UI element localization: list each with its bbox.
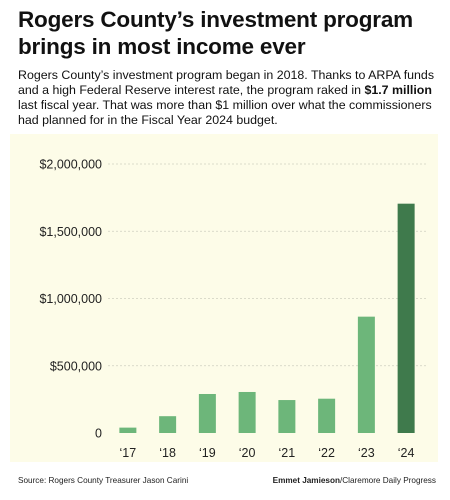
bar	[198, 393, 216, 433]
bar-chart: 0$500,000$1,000,000$1,500,000$2,000,000 …	[39, 158, 426, 460]
x-tick-label: ‘20	[239, 446, 256, 460]
x-tick-label: ‘23	[358, 446, 375, 460]
source-note: Source: Rogers County Treasurer Jason Ca…	[18, 476, 189, 485]
dek-text-start: Rogers County’s investment program began…	[18, 68, 435, 97]
y-tick-label: $2,000,000	[39, 158, 102, 172]
bar	[318, 398, 336, 433]
gridlines	[108, 163, 426, 367]
y-tick-label: 0	[95, 427, 102, 441]
headline: Rogers County’s investment program bring…	[18, 7, 413, 59]
bar	[159, 416, 177, 433]
x-tick-label: ‘18	[159, 446, 176, 460]
x-tick-label: ‘19	[199, 446, 216, 460]
x-tick-label: ‘24	[398, 446, 415, 460]
bar	[397, 203, 415, 433]
credit-name: Emmet Jamieson	[272, 476, 340, 485]
bars	[119, 203, 415, 433]
bar	[238, 391, 256, 433]
bar	[357, 316, 375, 433]
y-tick-label: $1,500,000	[39, 225, 102, 239]
dek-text-end: last fiscal year. That was more than $1 …	[18, 98, 432, 127]
bar	[119, 427, 137, 433]
credit-outlet: /Claremore Daily Progress	[339, 476, 436, 485]
x-tick-label: ‘22	[318, 446, 335, 460]
x-axis-tick-labels: ‘17 ‘18 ‘19 ‘20 ‘21 ‘22 ‘23 ‘24	[120, 446, 415, 460]
x-tick-label: ‘21	[279, 446, 296, 460]
y-tick-label: $1,000,000	[39, 292, 102, 306]
y-tick-label: $500,000	[50, 359, 102, 373]
y-axis-tick-labels: 0 $500,000 $1,000,000 $1,500,000 $2,000,000	[39, 158, 102, 441]
dek: Rogers County’s investment program began…	[18, 68, 438, 128]
bar	[278, 400, 296, 433]
dek-bold-figure: $1.7 million	[364, 83, 432, 97]
x-tick-label: ‘17	[120, 446, 137, 460]
credit-line: Emmet Jamieson/Claremore Daily Progress	[273, 476, 436, 485]
